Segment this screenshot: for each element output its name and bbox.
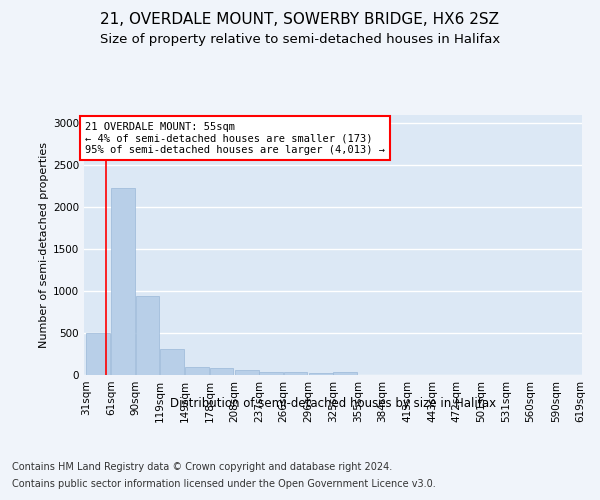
Bar bbox=[86, 333, 110, 375]
Bar bbox=[160, 348, 184, 375]
Text: 21, OVERDALE MOUNT, SOWERBY BRIDGE, HX6 2SZ: 21, OVERDALE MOUNT, SOWERBY BRIDGE, HX6 … bbox=[101, 12, 499, 28]
Bar bbox=[136, 296, 160, 375]
Bar bbox=[185, 367, 209, 375]
Text: Distribution of semi-detached houses by size in Halifax: Distribution of semi-detached houses by … bbox=[170, 398, 496, 410]
Y-axis label: Number of semi-detached properties: Number of semi-detached properties bbox=[39, 142, 49, 348]
Bar bbox=[284, 372, 307, 375]
Bar bbox=[334, 372, 357, 375]
Bar bbox=[111, 188, 135, 375]
Bar bbox=[309, 374, 332, 375]
Text: Contains HM Land Registry data © Crown copyright and database right 2024.: Contains HM Land Registry data © Crown c… bbox=[12, 462, 392, 472]
Text: Size of property relative to semi-detached houses in Halifax: Size of property relative to semi-detach… bbox=[100, 32, 500, 46]
Text: Contains public sector information licensed under the Open Government Licence v3: Contains public sector information licen… bbox=[12, 479, 436, 489]
Bar bbox=[259, 372, 283, 375]
Bar bbox=[235, 370, 259, 375]
Text: 21 OVERDALE MOUNT: 55sqm
← 4% of semi-detached houses are smaller (173)
95% of s: 21 OVERDALE MOUNT: 55sqm ← 4% of semi-de… bbox=[85, 122, 385, 154]
Bar bbox=[209, 368, 233, 375]
